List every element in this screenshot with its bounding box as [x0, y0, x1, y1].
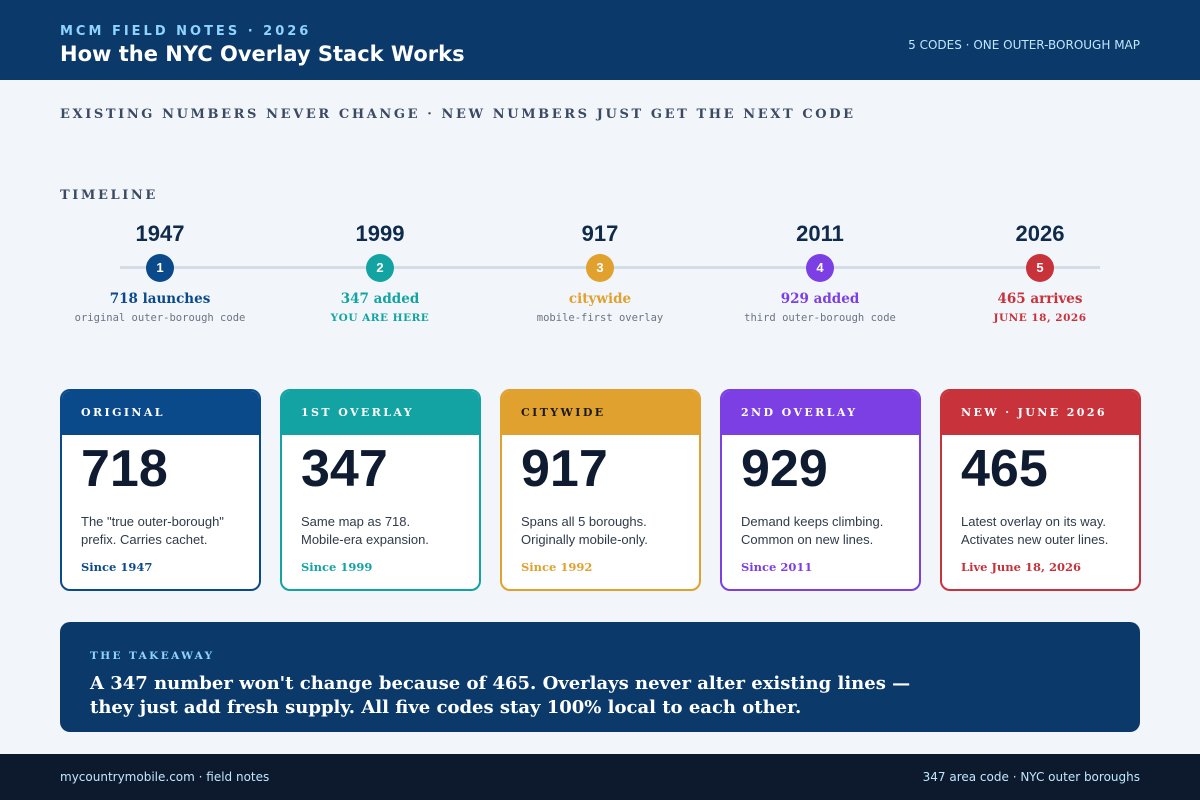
timeline-headline: 347 added — [340, 291, 420, 307]
takeaway-panel: THE TAKEAWAY A 347 number won't change b… — [60, 622, 1140, 732]
card-917: CITYWIDE 917 Spans all 5 boroughs. Origi… — [500, 389, 701, 591]
card-description: Latest overlay on its way. Activates new… — [942, 513, 1137, 549]
takeaway-text: A 347 number won't change because of 465… — [90, 672, 1090, 720]
card-since: Since 2011 — [741, 560, 813, 574]
card-since: Since 1999 — [301, 560, 373, 574]
timeline-year: 917 — [581, 221, 619, 246]
takeaway-line: A 347 number won't change because of 465… — [90, 673, 911, 694]
card-description: Same map as 718. Mobile-era expansion. — [282, 513, 477, 549]
launch-date-label: JUNE 18, 2026 — [993, 312, 1087, 324]
you-are-here-label: YOU ARE HERE — [330, 312, 430, 324]
card-description-line: prefix. Carries cachet. — [81, 532, 208, 547]
footer-bar: mycountrymobile.com · field notes 347 ar… — [0, 754, 1200, 800]
footer-topic: 347 area code · NYC outer boroughs — [922, 770, 1140, 784]
card-since: Since 1947 — [81, 560, 153, 574]
timeline-year: 1999 — [355, 221, 405, 246]
card-description-line: Mobile-era expansion. — [301, 532, 429, 547]
timeline-headline: 465 arrives — [997, 291, 1083, 307]
timeline-step-marker: 3 — [586, 254, 614, 282]
timeline-year: 2011 — [796, 221, 844, 246]
timeline-headline: 718 launches — [109, 291, 211, 307]
card-area-code: 465 — [961, 440, 1048, 498]
card-label: ORIGINAL — [62, 391, 259, 435]
card-label: NEW · JUNE 2026 — [942, 391, 1139, 435]
takeaway-label: THE TAKEAWAY — [90, 650, 215, 662]
timeline-headline: 929 added — [780, 291, 860, 307]
card-description: Spans all 5 boroughs. Originally mobile-… — [502, 513, 697, 549]
card-description-line: Same map as 718. — [301, 514, 411, 529]
card-area-code: 929 — [741, 440, 828, 498]
header-bar: MCM FIELD NOTES · 2026 How the NYC Overl… — [0, 0, 1200, 80]
card-description: The "true outer-borough" prefix. Carries… — [62, 513, 257, 549]
card-description-line: Spans all 5 boroughs. — [521, 514, 647, 529]
tagline: EXISTING NUMBERS NEVER CHANGE · NEW NUMB… — [60, 107, 856, 122]
card-description: Demand keeps climbing. Common on new lin… — [722, 513, 917, 549]
card-description-line: Latest overlay on its way. — [961, 514, 1106, 529]
card-label: 1ST OVERLAY — [282, 391, 479, 435]
card-718: ORIGINAL 718 The "true outer-borough" pr… — [60, 389, 261, 591]
page-title: How the NYC Overlay Stack Works — [60, 42, 465, 66]
card-since: Live June 18, 2026 — [961, 560, 1081, 574]
header-kicker: MCM FIELD NOTES · 2026 — [60, 24, 312, 39]
timeline-subtext: third outer-borough code — [744, 312, 896, 324]
card-description-line: Originally mobile-only. — [521, 532, 648, 547]
card-465: NEW · JUNE 2026 465 Latest overlay on it… — [940, 389, 1141, 591]
card-description-line: Demand keeps climbing. — [741, 514, 884, 529]
card-area-code: 917 — [521, 440, 608, 498]
timeline-item-2: 1999 2 347 added YOU ARE HERE — [270, 220, 490, 324]
card-label: 2ND OVERLAY — [722, 391, 919, 435]
timeline-step-marker: 5 — [1026, 254, 1054, 282]
card-description-line: Activates new outer lines. — [961, 532, 1109, 547]
card-347: 1ST OVERLAY 347 Same map as 718. Mobile-… — [280, 389, 481, 591]
footer-source: mycountrymobile.com · field notes — [60, 770, 270, 784]
timeline-year: 2026 — [1015, 221, 1065, 246]
timeline-headline: citywide — [568, 291, 632, 307]
card-area-code: 347 — [301, 440, 388, 498]
card-label: CITYWIDE — [502, 391, 699, 435]
timeline-step-marker: 1 — [146, 254, 174, 282]
timeline-item-1: 1947 1 718 launches original outer-borou… — [50, 220, 270, 324]
card-description-line: Common on new lines. — [741, 532, 874, 547]
timeline-step-marker: 2 — [366, 254, 394, 282]
header-summary: 5 CODES · ONE OUTER-BOROUGH MAP — [908, 38, 1140, 52]
timeline-item-3: 917 3 citywide mobile-first overlay — [490, 220, 710, 324]
timeline-subtext: mobile-first overlay — [536, 312, 664, 324]
card-description-line: The "true outer-borough" — [81, 514, 224, 529]
timeline-subtext: original outer-borough code — [74, 312, 246, 324]
card-929: 2ND OVERLAY 929 Demand keeps climbing. C… — [720, 389, 921, 591]
timeline-label: TIMELINE — [60, 188, 158, 203]
card-since: Since 1992 — [521, 560, 593, 574]
timeline-item-5: 2026 5 465 arrives JUNE 18, 2026 — [930, 220, 1150, 324]
timeline-step-marker: 4 — [806, 254, 834, 282]
card-area-code: 718 — [81, 440, 168, 498]
takeaway-line: they just add fresh supply. All five cod… — [90, 697, 802, 718]
timeline-year: 1947 — [135, 221, 185, 246]
timeline-item-4: 2011 4 929 added third outer-borough cod… — [710, 220, 930, 324]
